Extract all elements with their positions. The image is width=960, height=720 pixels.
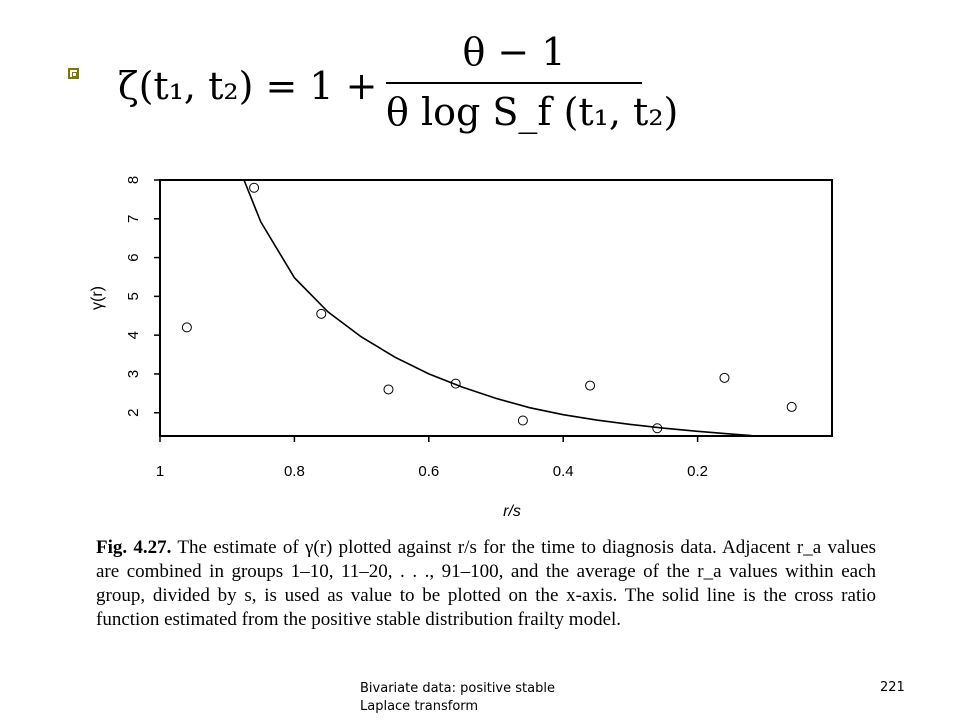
data-point [450, 378, 461, 389]
data-point [249, 182, 260, 193]
data-point [719, 372, 730, 383]
data-point [517, 415, 528, 426]
figure-label: Fig. 4.27. [96, 537, 172, 558]
x-tick-label: 1 [156, 463, 164, 480]
gamma-vs-rs-chart: 1 0.8 0.6 0.4 0.2 2 3 4 5 6 7 8 r/s γ(r) [89, 176, 833, 520]
page-number: 221 [880, 680, 905, 695]
cross-ratio-curve [243, 179, 752, 437]
y-tick-label: 6 [125, 253, 142, 261]
x-tick-label: 0.4 [553, 463, 574, 480]
data-point [652, 423, 663, 434]
formula: ζ(t₁, t₂) = 1 + θ − 1 θ log S_f (t₁, t₂) [118, 28, 678, 138]
y-tick-label: 3 [125, 370, 142, 378]
formula-denominator: θ log S_f (t₁, t₂) [386, 90, 679, 134]
y-tick-label: 5 [125, 292, 142, 300]
y-tick-label: 4 [125, 331, 142, 339]
data-point [383, 384, 394, 395]
bullet-icon [68, 68, 79, 79]
fraction-bar [386, 82, 642, 84]
data-point [316, 308, 327, 319]
x-tick-label: 0.2 [687, 463, 708, 480]
data-point [585, 380, 596, 391]
formula-lhs: ζ(t₁, t₂) = 1 + [118, 64, 378, 108]
figure-caption: Fig. 4.27. The estimate of γ(r) plotted … [96, 536, 876, 632]
y-tick-label: 7 [125, 215, 142, 223]
y-tick-label: 2 [125, 409, 142, 417]
figure-caption-text: The estimate of γ(r) plotted against r/s… [96, 537, 876, 630]
footer-title: Bivariate data: positive stable Laplace … [360, 680, 660, 716]
x-axis-label: r/s [503, 503, 521, 520]
y-tick-label: 8 [125, 176, 142, 184]
footer-title-line1: Bivariate data: positive stable [360, 681, 555, 696]
y-axis-label: γ(r) [89, 286, 106, 310]
formula-fraction: θ − 1 θ log S_f (t₁, t₂) [386, 28, 679, 136]
formula-numerator: θ − 1 [462, 30, 566, 74]
data-point [181, 322, 192, 333]
plot-frame [159, 179, 833, 437]
x-tick-label: 0.6 [418, 463, 439, 480]
data-point [786, 401, 797, 412]
x-tick-label: 0.8 [284, 463, 305, 480]
footer-title-line2: Laplace transform [360, 699, 479, 714]
